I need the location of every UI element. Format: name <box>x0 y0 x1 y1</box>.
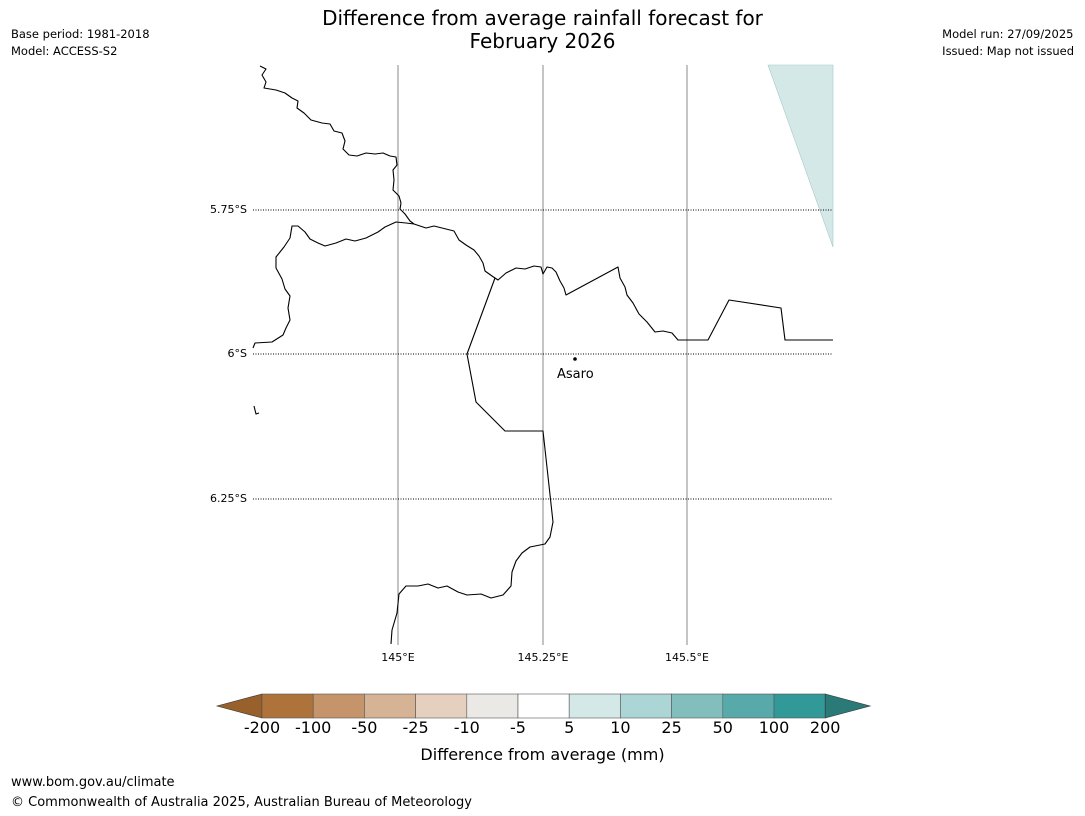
boundary-east-ridge <box>413 223 833 341</box>
colorbar-bin <box>568 693 621 719</box>
footer-url: www.bom.gov.au/climate <box>11 775 175 790</box>
forecast-map: Asaro 5.75°S 6°S 6.25°S 145°E 145.25°E 1… <box>210 64 834 664</box>
colorbar-bin <box>415 693 468 719</box>
lon-label-145-25: 145.25°E <box>518 651 569 664</box>
lon-label-145-5: 145.5°E <box>665 651 709 664</box>
lat-label-5-75: 5.75°S <box>210 203 247 216</box>
colorbar-tick-label: -200 <box>243 718 281 737</box>
colorbar-title: Difference from average (mm) <box>420 745 665 764</box>
colorbar-tick-label: -10 <box>453 718 480 737</box>
colorbar-bin <box>261 693 314 719</box>
colorbar-tick-label: 5 <box>564 718 575 737</box>
colorbar-tick-label: -25 <box>402 718 429 737</box>
footer-copyright: © Commonwealth of Australia 2025, Austra… <box>11 795 472 810</box>
model-text: Model: ACCESS-S2 <box>11 44 118 58</box>
title-line-2: February 2026 <box>469 29 616 53</box>
colorbar-bin <box>620 693 672 719</box>
colorbar <box>215 693 872 719</box>
base-period-text: Base period: 1981-2018 <box>11 27 150 41</box>
metadata-right: Model run: 27/09/2025 Issued: Map not is… <box>942 26 1074 60</box>
colorbar-bin <box>671 693 724 719</box>
boundary-northwest <box>259 65 415 225</box>
lon-label-145: 145°E <box>381 651 414 664</box>
colorbar-extend-high <box>824 693 872 719</box>
boundary-diagonal <box>390 277 554 645</box>
colorbar-bin <box>517 693 570 719</box>
lat-label-6: 6°S <box>228 347 247 360</box>
colorbar-tick-label: -5 <box>510 718 526 737</box>
boundary-central <box>252 221 415 349</box>
colorbar-bin <box>773 693 826 719</box>
colorbar-bin <box>722 693 775 719</box>
colorbar-tick-label: 200 <box>809 718 841 737</box>
colorbar-tick-label: 50 <box>712 718 733 737</box>
colorbar-bin <box>364 693 416 719</box>
colorbar-tick-label: -50 <box>351 718 378 737</box>
issued-text: Issued: Map not issued <box>942 44 1074 58</box>
model-run-text: Model run: 27/09/2025 <box>942 27 1074 41</box>
town-marker <box>573 357 577 361</box>
title-line-1: Difference from average rainfall forecas… <box>322 6 763 30</box>
colorbar-bin <box>466 693 519 719</box>
colorbar-bin <box>312 693 365 719</box>
metadata-left: Base period: 1981-2018 Model: ACCESS-S2 <box>11 26 150 60</box>
colorbar-tick-label: 10 <box>610 718 631 737</box>
wetter-region <box>767 64 834 248</box>
colorbar-tick-label: 25 <box>661 718 682 737</box>
town-label: Asaro <box>557 367 594 382</box>
lat-label-6-25: 6.25°S <box>210 492 247 505</box>
colorbar-extend-low <box>215 693 263 719</box>
page-title: Difference from average rainfall forecas… <box>0 7 1085 53</box>
colorbar-ticks: -200 -100 -50 -25 -10 -5 5 10 25 50 100 200 <box>0 718 1085 740</box>
colorbar-tick-label: -100 <box>295 718 332 737</box>
boundary-fragment <box>253 405 260 415</box>
colorbar-tick-label: 100 <box>758 718 790 737</box>
